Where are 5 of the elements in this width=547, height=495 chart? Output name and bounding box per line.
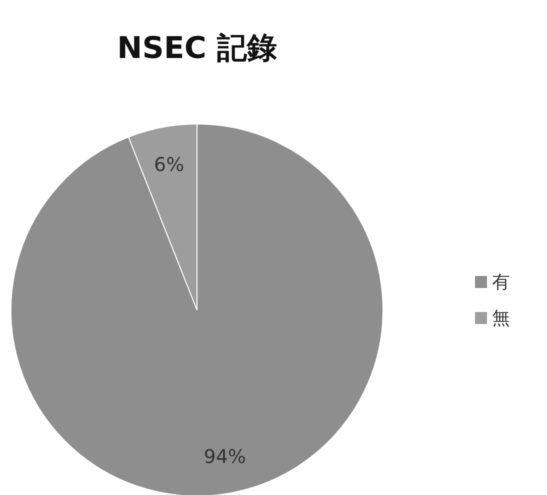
legend-label: 無 bbox=[492, 308, 510, 329]
data-label: 6% bbox=[154, 154, 184, 176]
legend-label: 有 bbox=[492, 272, 510, 293]
chart-title: NSEC 記錄 bbox=[117, 31, 277, 66]
data-label: 94% bbox=[204, 446, 246, 468]
